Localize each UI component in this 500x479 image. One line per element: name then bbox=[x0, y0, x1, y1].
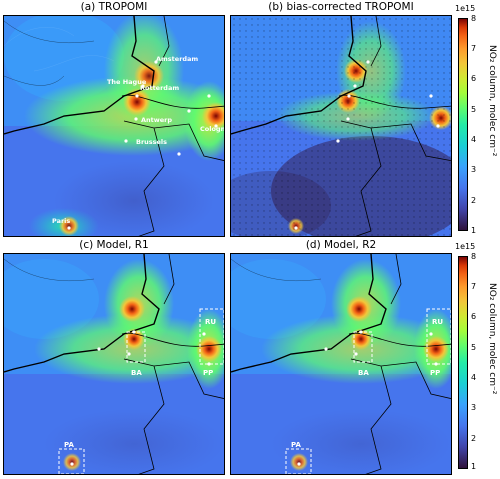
city-label-paris: Paris bbox=[52, 217, 70, 225]
colorbar-bottom bbox=[458, 256, 468, 469]
colorbar-tick: 1 bbox=[471, 226, 477, 235]
map-panel-c: RU BA PP PA bbox=[3, 253, 225, 475]
city-label-cologne: Cologne bbox=[200, 125, 225, 133]
colorbar-tick: 8 bbox=[471, 14, 477, 23]
map-panel-b bbox=[230, 15, 452, 237]
colorbar-tick: 4 bbox=[471, 135, 477, 144]
panel-d-title: (d) Model, R2 bbox=[305, 239, 377, 251]
region-label-ru: RU bbox=[205, 318, 216, 326]
city-label-amsterdam: Amsterdam bbox=[156, 55, 198, 63]
colorbar-tick: 7 bbox=[471, 282, 477, 291]
panel-b-title: (b) bias-corrected TROPOMI bbox=[268, 1, 414, 13]
colorbar-top bbox=[458, 18, 468, 231]
region-label-pa: PA bbox=[64, 441, 74, 449]
map-panel-a: Amsterdam The Hague Rotterdam Antwerp Br… bbox=[3, 15, 225, 237]
map-panel-d: RU BA PP PA bbox=[230, 253, 452, 475]
panel-a-title: (a) TROPOMI bbox=[80, 1, 148, 13]
city-label-rotterdam: Rotterdam bbox=[140, 84, 179, 92]
panel-c-title: (c) Model, R1 bbox=[79, 239, 149, 251]
colorbar-tick: 5 bbox=[471, 343, 477, 352]
colorbar-tick: 8 bbox=[471, 252, 477, 261]
city-label-antwerp: Antwerp bbox=[141, 116, 172, 124]
colorbar-tick: 6 bbox=[471, 312, 477, 321]
colorbar-tick: 4 bbox=[471, 373, 477, 382]
region-label-pp: PP bbox=[430, 369, 440, 377]
colorbar-tick: 7 bbox=[471, 44, 477, 53]
colorbar-tick: 6 bbox=[471, 74, 477, 83]
region-label-ba: BA bbox=[358, 369, 369, 377]
colorbar-bottom-exponent: 1e15 bbox=[455, 242, 476, 251]
colorbar-tick: 3 bbox=[471, 403, 477, 412]
city-label-brussels: Brussels bbox=[136, 138, 167, 146]
region-label-pa: PA bbox=[291, 441, 301, 449]
colorbar-top-exponent: 1e15 bbox=[455, 4, 476, 13]
region-label-ba: BA bbox=[131, 369, 142, 377]
region-label-ru: RU bbox=[432, 318, 443, 326]
colorbar-tick: 1 bbox=[471, 462, 477, 471]
colorbar-bottom-label: NO₂ column, molec cm⁻² bbox=[487, 283, 497, 395]
city-label-the-hague: The Hague bbox=[107, 78, 147, 86]
colorbar-tick: 2 bbox=[471, 434, 477, 443]
colorbar-tick: 3 bbox=[471, 165, 477, 174]
region-label-pp: PP bbox=[203, 369, 213, 377]
colorbar-top-label: NO₂ column, molec cm⁻² bbox=[487, 45, 497, 157]
colorbar-tick: 5 bbox=[471, 105, 477, 114]
colorbar-tick: 2 bbox=[471, 196, 477, 205]
